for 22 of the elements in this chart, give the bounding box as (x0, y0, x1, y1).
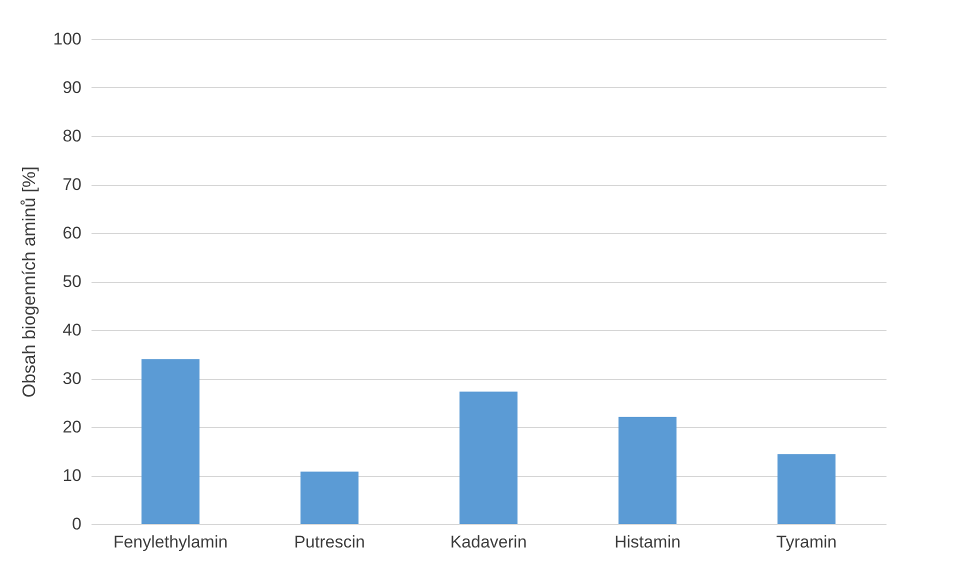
bar (778, 454, 836, 524)
y-tick-label: 70 (62, 175, 82, 194)
x-tick-label: Fenylethylamin (113, 532, 228, 552)
y-tick-label: 60 (62, 224, 82, 242)
y-tick-label: 100 (53, 30, 82, 48)
bar (142, 359, 200, 524)
y-tick-label: 0 (72, 514, 82, 534)
y-tick-label: 20 (62, 418, 82, 436)
bar (460, 392, 518, 524)
x-tick-label: Tyramin (776, 532, 837, 552)
y-tick-label: 90 (62, 78, 82, 97)
y-tick-label: 50 (62, 272, 82, 291)
y-tick-label: 30 (62, 369, 82, 388)
y-tick-label: 40 (62, 320, 82, 340)
bar (618, 416, 676, 524)
y-tick-label: 80 (62, 126, 82, 146)
y-tick-label: 10 (62, 466, 82, 485)
x-tick-label: Histamin (614, 532, 681, 552)
x-tick-label: Putrescin (294, 532, 365, 552)
x-tick-label: Kadaverin (450, 532, 527, 552)
y-axis-title: Obsah biogenních aminů [%] (19, 166, 40, 398)
bar (300, 472, 358, 524)
